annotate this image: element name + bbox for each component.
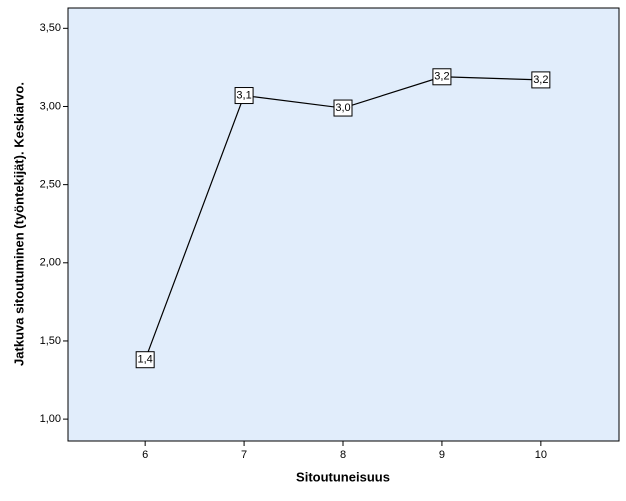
value-label-box [531, 71, 551, 89]
value-label: 3,2 [533, 74, 548, 86]
x-axis-title: Sitoutuneisuus [296, 469, 390, 484]
value-label: 3,0 [335, 102, 350, 114]
value-label-box [135, 351, 155, 369]
value-label-box [432, 68, 452, 86]
y-tick-label: 3,50 [40, 22, 61, 34]
value-label: 3,2 [434, 71, 449, 83]
value-label: 3,1 [236, 89, 251, 101]
y-tick-label: 1,50 [40, 335, 61, 347]
value-label-box [333, 99, 353, 117]
value-label-box [234, 87, 254, 105]
plot-area [67, 7, 620, 442]
x-tick-label: 10 [535, 449, 547, 461]
y-tick-label: 2,00 [40, 257, 61, 269]
y-tick-label: 1,00 [40, 413, 61, 425]
x-tick-label: 7 [241, 449, 247, 461]
x-tick-label: 6 [142, 449, 148, 461]
value-label: 1,4 [138, 354, 153, 366]
y-axis-title: Jatkuva sitoutuminen (työntekijät). Kesk… [11, 82, 26, 366]
x-tick-label: 9 [439, 449, 445, 461]
x-tick-label: 8 [340, 449, 346, 461]
y-tick-label: 2,50 [40, 179, 61, 191]
y-tick-label: 3,00 [40, 100, 61, 112]
